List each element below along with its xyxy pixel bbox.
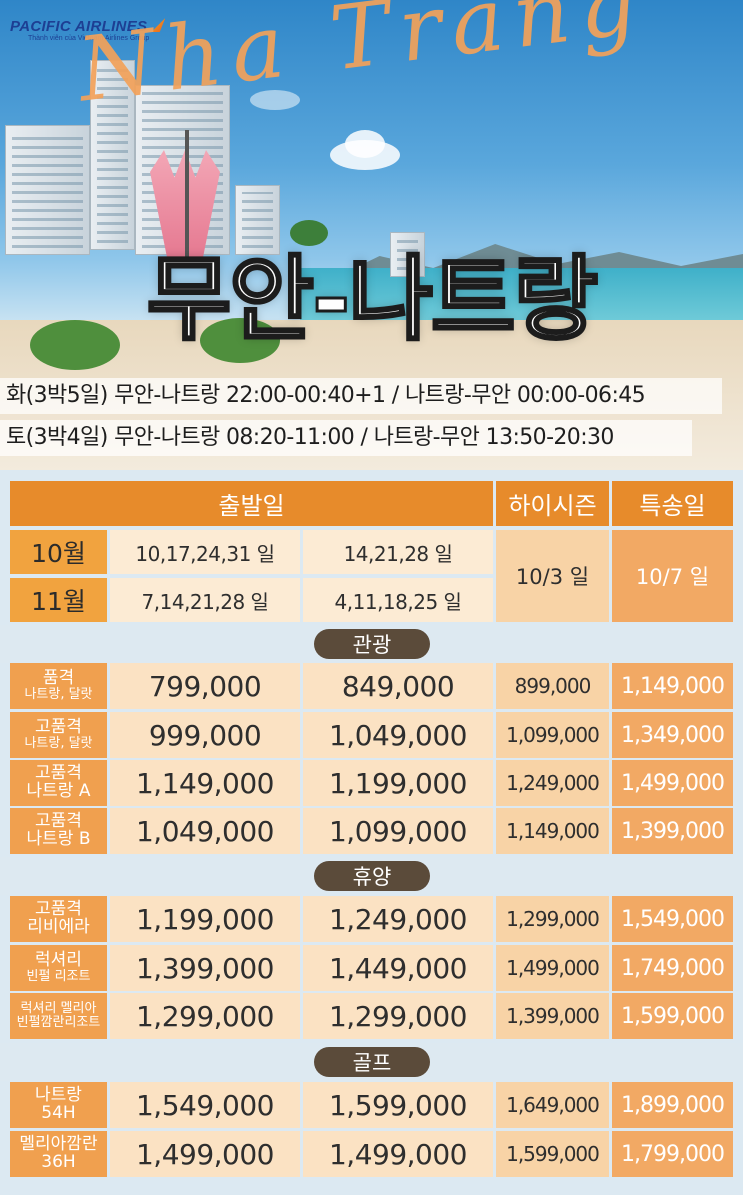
product-detail: 나트랑 B <box>26 829 91 849</box>
dates-b: 4,11,18,25 일 <box>303 578 493 622</box>
price-high-season: 1,499,000 <box>496 945 609 991</box>
price-high-season: 899,000 <box>496 663 609 709</box>
product-label: 럭셔리 빈펄 리조트 <box>10 945 107 991</box>
product-label: 고품격 나트랑 B <box>10 808 107 854</box>
price-special: 1,749,000 <box>612 945 733 991</box>
hotel-building <box>390 232 425 277</box>
price-dates-a: 1,299,000 <box>110 993 300 1039</box>
product-detail: 리비에라 <box>27 917 90 937</box>
product-name: 고품격 <box>35 899 82 920</box>
price-high-season: 1,399,000 <box>496 993 609 1039</box>
month-label: 10월 <box>10 530 107 574</box>
product-label: 나트랑 54H <box>10 1082 107 1128</box>
product-label: 고품격 나트랑, 달랏 <box>10 712 107 758</box>
price-dates-a: 1,199,000 <box>110 896 300 942</box>
special-date: 10/7 일 <box>612 530 733 622</box>
price-dates-b: 1,499,000 <box>303 1131 493 1177</box>
price-high-season: 1,299,000 <box>496 896 609 942</box>
price-dates-b: 1,049,000 <box>303 712 493 758</box>
product-name: 고품격 <box>35 717 82 738</box>
product-name: 고품격 <box>35 811 82 832</box>
price-high-season: 1,649,000 <box>496 1082 609 1128</box>
product-label: 럭셔리 멜리아 빈펄깜란리조트 <box>10 993 107 1039</box>
section-title: 관광 <box>314 629 430 659</box>
price-dates-a: 1,499,000 <box>110 1131 300 1177</box>
price-dates-b: 1,299,000 <box>303 993 493 1039</box>
product-label: 멜리아깜란 36H <box>10 1131 107 1177</box>
shrub <box>30 320 120 370</box>
schedule-saturday: 토(3박4일) 무안-나트랑 08:20-11:00 / 나트랑-무안 13:5… <box>0 420 692 456</box>
high-season-date: 10/3 일 <box>496 530 609 622</box>
product-name: 럭셔리 <box>35 950 82 971</box>
header-high-season: 하이시즌 <box>496 481 609 526</box>
hotel-building <box>5 125 90 255</box>
price-dates-a: 1,399,000 <box>110 945 300 991</box>
price-special: 1,349,000 <box>612 712 733 758</box>
price-dates-a: 1,049,000 <box>110 808 300 854</box>
product-label: 고품격 리비에라 <box>10 896 107 942</box>
product-name: 멜리아깜란 <box>19 1134 98 1155</box>
price-dates-a: 799,000 <box>110 663 300 709</box>
product-name: 럭셔리 멜리아 <box>20 1001 97 1017</box>
hotel-building <box>90 60 135 250</box>
price-dates-b: 849,000 <box>303 663 493 709</box>
pacific-airlines-logo: PACIFIC AIRLINES Thành viên của Vietnam … <box>10 16 166 42</box>
hotel-building <box>235 185 280 255</box>
section-title: 휴양 <box>314 861 430 891</box>
price-dates-b: 1,199,000 <box>303 760 493 806</box>
dates-a: 10,17,24,31 일 <box>110 530 300 574</box>
dates-b: 14,21,28 일 <box>303 530 493 574</box>
price-special: 1,499,000 <box>612 760 733 806</box>
palm-tree <box>290 220 328 246</box>
price-dates-b: 1,099,000 <box>303 808 493 854</box>
product-name: 고품격 <box>35 763 82 784</box>
price-special: 1,549,000 <box>612 896 733 942</box>
product-detail: 빈펄깜란리조트 <box>16 1015 101 1030</box>
month-label: 11월 <box>10 578 107 622</box>
hero-banner: PACIFIC AIRLINES Thành viên của Vietnam … <box>0 0 743 470</box>
price-high-season: 1,599,000 <box>496 1131 609 1177</box>
main-title: 무안-나트랑 <box>145 245 599 355</box>
product-label: 품격 나트랑, 달랏 <box>10 663 107 709</box>
price-dates-b: 1,449,000 <box>303 945 493 991</box>
price-dates-b: 1,249,000 <box>303 896 493 942</box>
header-departure: 출발일 <box>10 481 493 526</box>
price-dates-a: 999,000 <box>110 712 300 758</box>
product-detail: 나트랑, 달랏 <box>24 687 93 703</box>
price-special: 1,899,000 <box>612 1082 733 1128</box>
street-lamp <box>185 130 189 260</box>
price-special: 1,799,000 <box>612 1131 733 1177</box>
brand-tagline: Thành viên của Vietnam Airlines Group <box>28 35 150 42</box>
section-title: 골프 <box>314 1047 430 1077</box>
dates-a: 7,14,21,28 일 <box>110 578 300 622</box>
shrub <box>200 318 280 363</box>
price-dates-b: 1,599,000 <box>303 1082 493 1128</box>
schedule-tuesday: 화(3박5일) 무안-나트랑 22:00-00:40+1 / 나트랑-무안 00… <box>0 378 722 414</box>
product-detail: 나트랑 A <box>26 781 91 801</box>
price-dates-a: 1,549,000 <box>110 1082 300 1128</box>
header-special: 특송일 <box>612 481 733 526</box>
price-special: 1,399,000 <box>612 808 733 854</box>
product-detail: 나트랑, 달랏 <box>24 736 93 752</box>
product-detail: 36H <box>41 1152 76 1172</box>
price-dates-a: 1,149,000 <box>110 760 300 806</box>
product-detail: 빈펄 리조트 <box>26 969 91 985</box>
price-high-season: 1,249,000 <box>496 760 609 806</box>
product-detail: 54H <box>41 1103 76 1123</box>
cloud <box>250 90 300 110</box>
price-special: 1,149,000 <box>612 663 733 709</box>
product-name: 나트랑 <box>35 1085 82 1106</box>
price-high-season: 1,149,000 <box>496 808 609 854</box>
product-label: 고품격 나트랑 A <box>10 760 107 806</box>
brand-name: PACIFIC AIRLINES <box>10 18 148 35</box>
product-name: 품격 <box>42 668 75 689</box>
price-high-season: 1,099,000 <box>496 712 609 758</box>
price-special: 1,599,000 <box>612 993 733 1039</box>
cloud <box>345 130 385 158</box>
